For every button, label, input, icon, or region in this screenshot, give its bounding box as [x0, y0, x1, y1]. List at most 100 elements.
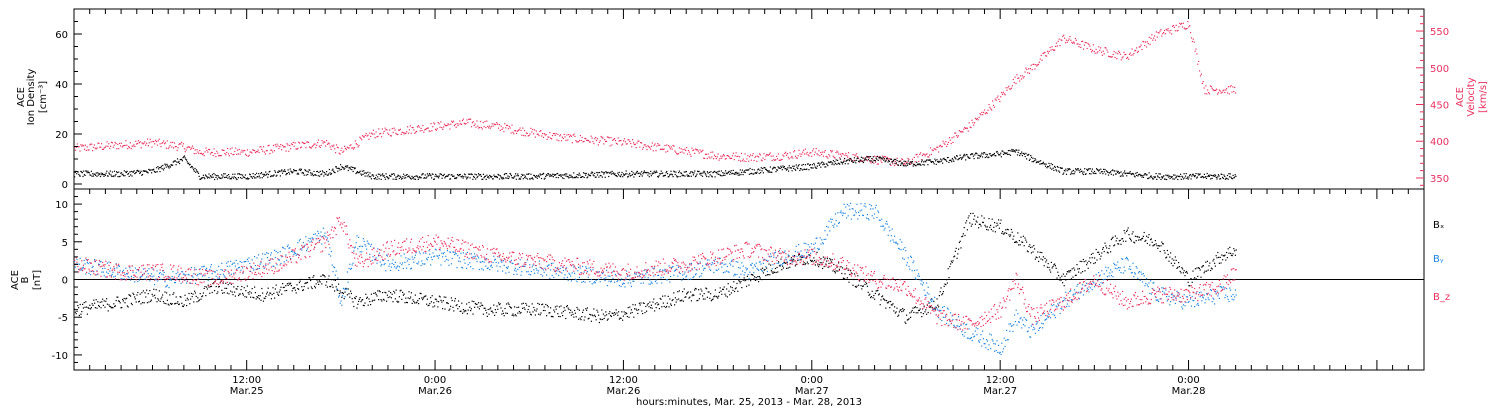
velocity-series-point	[372, 129, 374, 131]
bx-series-point	[716, 296, 718, 298]
density-series-point	[1165, 174, 1167, 176]
density-series-point	[714, 176, 716, 178]
by-series-point	[482, 260, 484, 263]
bx-series-point	[116, 296, 118, 298]
density-axis-label-line-2: Ion Density	[26, 69, 37, 126]
bx-series-point	[494, 309, 496, 311]
velocity-series-point	[388, 133, 390, 136]
by-series-point	[369, 253, 371, 255]
velocity-series-point	[1205, 85, 1207, 87]
density-series-point	[442, 174, 444, 177]
by-series-point	[362, 238, 364, 240]
density-series-point	[1199, 173, 1201, 175]
bx-series-point	[797, 259, 799, 262]
velocity-series-point	[491, 123, 493, 125]
bx-series-point	[1206, 270, 1208, 272]
velocity-series-point	[959, 130, 961, 133]
by-series-point	[183, 273, 185, 275]
velocity-series-point	[856, 153, 858, 155]
velocity-series-point	[693, 149, 695, 151]
by-series-point	[272, 265, 274, 267]
density-series-point	[1106, 170, 1108, 172]
velocity-series-point	[1123, 51, 1125, 53]
bx-series-point	[1045, 261, 1047, 263]
velocity-series-point	[783, 155, 785, 157]
bx-series-point	[806, 256, 808, 258]
velocity-series-point	[241, 149, 243, 151]
bx-series-point	[426, 303, 428, 305]
bx-series-point	[1116, 237, 1118, 239]
density-series-point	[805, 168, 807, 171]
velocity-series-point	[915, 154, 917, 156]
velocity-series-point	[471, 122, 473, 124]
by-series-point	[178, 275, 180, 277]
bx-series-point	[334, 279, 336, 281]
bx-series-point	[670, 303, 672, 305]
bx-series-point	[976, 221, 978, 223]
density-series-point	[737, 174, 739, 176]
bx-series-point	[678, 298, 680, 300]
by-series-point	[106, 262, 108, 264]
density-series-point	[528, 173, 530, 175]
velocity-series-point	[544, 134, 546, 136]
density-series-point	[259, 177, 261, 179]
velocity-series-point	[774, 159, 776, 162]
bx-series-point	[663, 305, 665, 308]
velocity-series-point	[1001, 93, 1004, 95]
bx-series-point	[396, 300, 398, 302]
bx-series-point	[596, 309, 598, 311]
bx-series-point	[1058, 279, 1060, 281]
density-series-point	[892, 160, 894, 162]
bx-series-point	[898, 314, 900, 316]
density-series-point	[883, 159, 885, 161]
velocity-series-point	[727, 155, 729, 157]
velocity-series-point	[1000, 96, 1002, 98]
bx-series-point	[1117, 243, 1119, 245]
velocity-series-point	[417, 125, 419, 127]
velocity-series-point	[245, 153, 247, 155]
bx-series-point	[199, 293, 201, 295]
velocity-series-point	[758, 153, 761, 155]
by-series-point	[271, 258, 273, 260]
velocity-series-point	[129, 142, 131, 144]
bx-series-point	[530, 313, 532, 315]
velocity-series-point	[706, 157, 708, 160]
bx-series-point	[282, 283, 284, 285]
by-series-point	[307, 240, 309, 242]
velocity-series-point	[1021, 75, 1023, 77]
velocity-series-point	[677, 153, 680, 155]
density-series-point	[497, 173, 499, 175]
velocity-series-point	[794, 150, 796, 152]
bx-series-point	[370, 293, 372, 295]
by-series-point	[146, 270, 148, 272]
velocity-series-point	[144, 141, 146, 143]
velocity-series-point	[108, 143, 110, 145]
bx-series-point	[252, 296, 254, 298]
bx-series-point	[1002, 233, 1004, 235]
by-series-point	[93, 271, 95, 273]
density-series-point	[649, 173, 651, 175]
density-series-point	[608, 175, 610, 178]
velocity-series-point	[658, 144, 660, 146]
density-series-point	[162, 164, 164, 167]
bx-series-point	[395, 289, 397, 291]
density-series-point	[848, 160, 851, 162]
bx-series-point	[180, 296, 182, 298]
density-series-point	[373, 178, 375, 180]
velocity-series-point	[1219, 90, 1221, 92]
by-series-point	[287, 244, 289, 246]
velocity-series-point	[782, 154, 784, 156]
density-series-point	[181, 158, 183, 161]
bx-series-point	[100, 307, 102, 309]
density-series-point	[1022, 153, 1024, 155]
by-series-point	[213, 278, 215, 280]
velocity-series-point	[1136, 47, 1138, 49]
by-series-point	[270, 254, 272, 256]
bx-series-point	[173, 292, 175, 294]
density-series-point	[162, 169, 165, 171]
by-series-point	[202, 275, 204, 277]
by-series-point	[316, 235, 318, 237]
density-series-point	[440, 174, 442, 176]
by-series-point	[493, 255, 495, 257]
velocity-series-point	[379, 133, 381, 135]
